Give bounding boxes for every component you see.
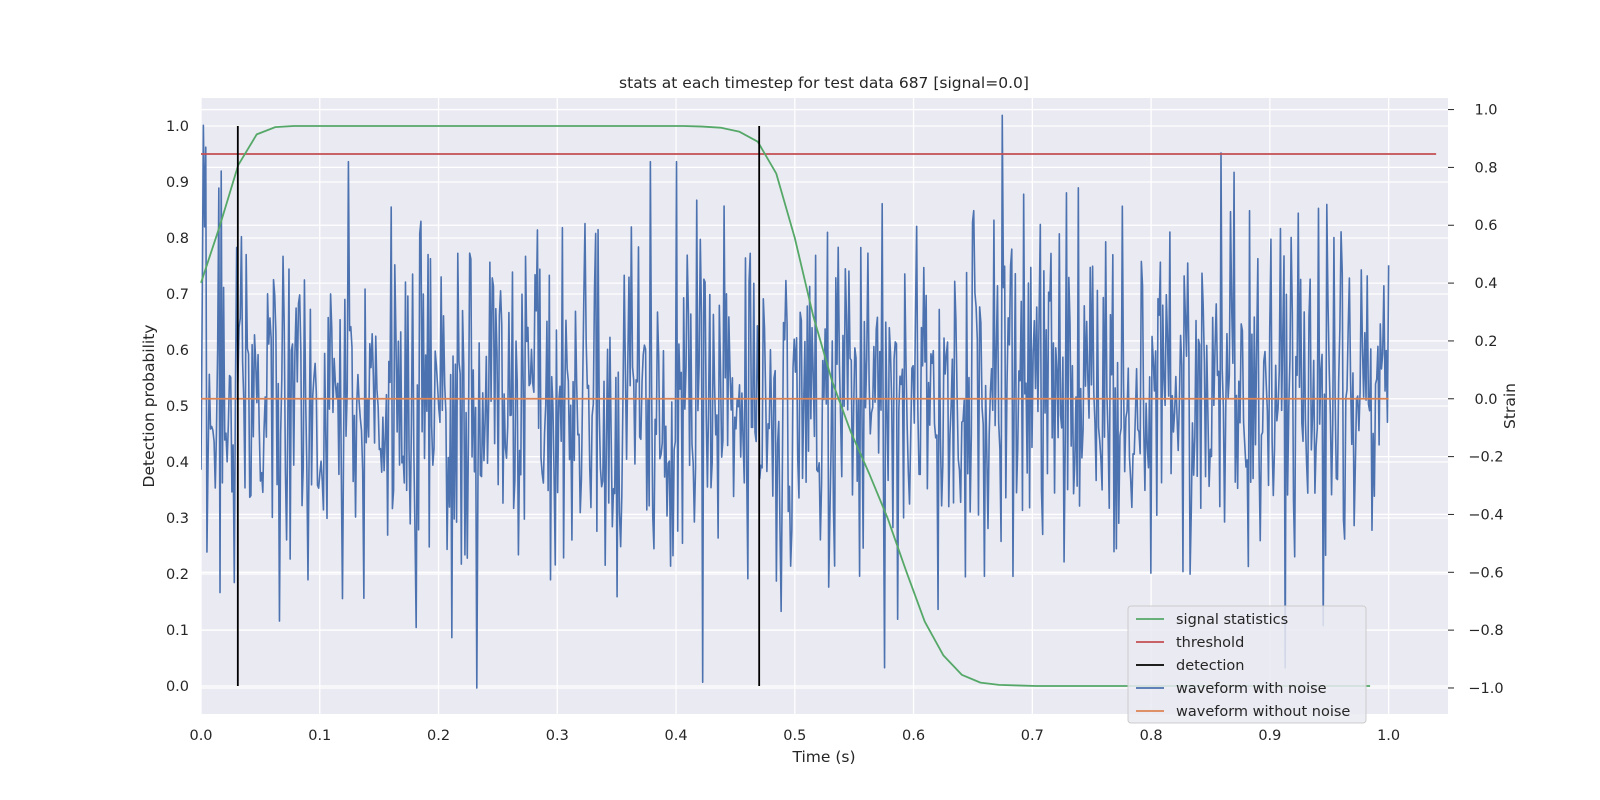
x-tick-label: 0.7	[1021, 728, 1044, 744]
y-tick-label: 0.4	[166, 455, 189, 471]
y-right-tick-label: −0.8	[1468, 623, 1503, 639]
x-tick-label: 0.4	[665, 728, 688, 744]
y-tick-label: 0.7	[166, 287, 189, 303]
x-tick-label: 0.8	[1140, 728, 1163, 744]
legend-label: threshold	[1176, 635, 1244, 651]
y-tick-label: 1.0	[166, 119, 189, 135]
y-tick-label: 0.6	[166, 343, 189, 359]
y-right-tick-label: 0.6	[1474, 218, 1497, 234]
y-right-tick-label: 0.4	[1474, 276, 1497, 292]
legend-label: waveform with noise	[1176, 681, 1327, 697]
y-tick-label: 0.5	[166, 399, 189, 415]
x-tick-label: 0.6	[902, 728, 925, 744]
y-tick-label: 0.9	[166, 175, 189, 191]
x-tick-label: 1.0	[1377, 728, 1400, 744]
y-right-tick-label: 1.0	[1474, 103, 1497, 119]
y-right-tick-label: 0.2	[1474, 334, 1497, 350]
series-waveform-with-noise	[201, 114, 1390, 689]
y-right-tick-label: −0.4	[1468, 507, 1503, 523]
y-tick-label: 0.1	[166, 623, 189, 639]
x-tick-label: 0.2	[427, 728, 450, 744]
x-tick-label: 0.0	[189, 728, 212, 744]
chart-title: stats at each timestep for test data 687…	[619, 74, 1029, 92]
x-tick-label: 0.3	[546, 728, 569, 744]
x-axis-label: Time (s)	[791, 748, 855, 766]
y-tick-label: 0.0	[166, 679, 189, 695]
y-tick-label: 0.3	[166, 511, 189, 527]
legend: signal statistics threshold detection wavef…	[1127, 605, 1367, 724]
y-right-tick-label: −0.6	[1468, 565, 1503, 581]
x-tick-label: 0.1	[308, 728, 331, 744]
x-tick-label: 0.9	[1258, 728, 1281, 744]
y-axis-label: Detection probability	[140, 325, 158, 488]
y-right-tick-label: 0.0	[1474, 392, 1497, 408]
y-tick-label: 0.2	[166, 567, 189, 583]
legend-label: waveform without noise	[1176, 704, 1350, 720]
y-tick-label: 0.8	[166, 231, 189, 247]
axes: 0.0 0.1 0.2 0.3 0.4 0.5 0.6 0.7 0.8 0.9 1.0 0.0 0.1 0…	[166, 103, 1504, 744]
y-right-tick-label: −1.0	[1468, 681, 1503, 697]
y-axis-right-label: Strain	[1501, 383, 1519, 429]
legend-label: signal statistics	[1176, 612, 1288, 628]
y-right-tick-label: −0.2	[1468, 450, 1503, 466]
legend-box	[1127, 605, 1367, 724]
y-right-tick-label: 0.8	[1474, 160, 1497, 176]
series-layer	[200, 114, 1437, 689]
x-tick-label: 0.5	[783, 728, 806, 744]
legend-label: detection	[1176, 658, 1244, 674]
